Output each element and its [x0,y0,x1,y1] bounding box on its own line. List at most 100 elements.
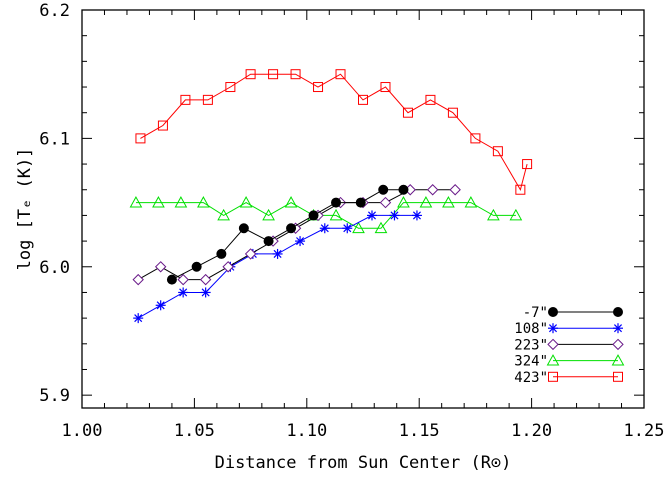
legend-item: 423" [514,370,623,386]
data-point [425,94,436,105]
marker-stroke [179,288,188,297]
data-point [374,221,388,234]
legend-label: 324" [514,354,548,370]
y-tick-label: 5.9 [39,386,70,406]
legend-marker [612,338,624,351]
marker-stroke [134,314,143,323]
data-point [449,184,461,196]
data-point [470,133,481,144]
series-3 [129,196,523,234]
axis-ticks: 1.00 1.05 1.10 1.15 1.20 1.25 5.9 6.0 6.1 6.2 [39,1,664,441]
data-point [135,133,146,144]
data-point [426,184,439,196]
y-tick-label: 6.0 [39,258,70,278]
data-point [509,208,523,221]
data-point [225,82,236,93]
data-point [398,184,409,195]
marker-stroke [367,211,377,220]
data-point [244,248,257,260]
data-point [155,300,166,311]
legend-marker [548,323,558,334]
data-point [352,221,365,234]
data-point [245,69,256,80]
data-point [355,197,366,208]
data-point [133,313,144,324]
data-point [366,210,377,221]
data-point [272,248,283,259]
series-line [137,189,456,281]
y-axis-label: log [Tₑ (K)] [15,148,35,271]
data-point [216,248,227,259]
data-point [180,94,191,105]
marker-stroke [273,249,282,258]
legend-item: 108" [514,321,623,337]
x-tick-label: 1.10 [286,421,327,441]
data-point [178,287,189,298]
data-point [177,273,189,286]
data-point [379,196,392,209]
y-tick-label: 6.1 [39,129,70,149]
marker-stroke [343,224,352,233]
x-tick-label: 1.20 [511,421,552,441]
legend-marker [613,323,623,334]
data-point [402,107,413,118]
legend-item: -7" [523,305,623,321]
plot-frame [81,9,645,409]
legend-marker [548,307,558,317]
marker-stroke [390,211,399,220]
data-point [132,273,144,286]
marker-stroke [201,288,210,297]
x-tick-label: 1.05 [174,421,215,441]
legend-marker [548,371,558,382]
data-point [411,210,422,221]
series-0 [166,184,409,285]
legend-marker [546,354,560,366]
data-point [129,196,143,208]
legend-marker [613,371,623,382]
data-point [199,273,212,286]
data-point [197,196,210,208]
data-point [319,223,330,234]
data-point [335,69,346,80]
data-series [129,69,533,324]
legend-item: 223" [514,337,624,353]
data-point [492,146,503,157]
data-point [239,196,253,208]
data-point [268,69,279,80]
data-point [358,94,368,105]
series-line [136,202,516,229]
x-tick-label: 1.00 [62,421,103,441]
x-tick-label: 1.25 [624,421,665,441]
marker-stroke [548,324,558,333]
data-point [290,69,301,80]
legend-marker [613,307,623,317]
data-point [397,196,410,208]
legend-item: 324" [514,354,625,370]
legend-label: 423" [514,370,548,386]
data-point [157,120,168,131]
marker-stroke [320,224,329,233]
data-point [238,223,249,234]
data-point [295,236,306,247]
series-4 [135,69,533,195]
data-point [464,196,478,208]
marker-stroke [412,211,421,220]
data-point [378,184,389,195]
marker-stroke [613,324,623,333]
data-point [447,107,458,118]
data-point [515,184,526,195]
data-point [200,287,211,298]
data-point [154,261,167,273]
data-point [329,208,343,221]
marker-stroke [296,237,305,246]
data-point [331,197,342,208]
x-tick-label: 1.15 [399,421,440,441]
series-line [137,214,417,319]
legend-marker [547,338,559,351]
data-point [419,196,433,208]
data-point [217,208,230,221]
plot-area [81,9,645,409]
data-point [308,210,319,221]
